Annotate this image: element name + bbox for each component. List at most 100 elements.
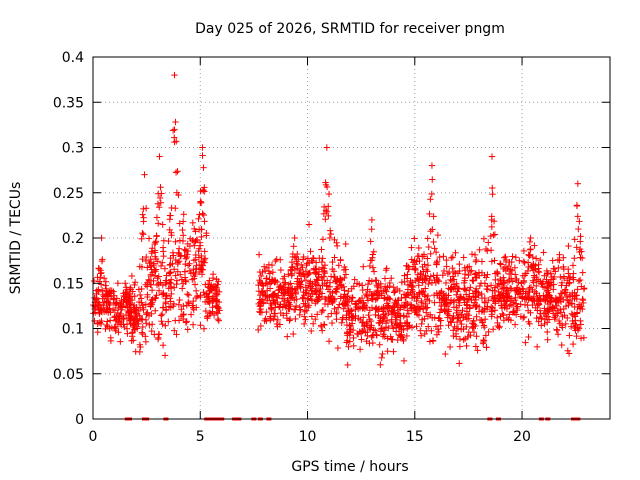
data-point: [303, 307, 310, 314]
data-point: [290, 330, 297, 338]
data-point: [354, 304, 362, 311]
data-point: [346, 338, 354, 345]
data-point: [328, 319, 336, 327]
data-point: [147, 256, 154, 263]
data-point: [296, 311, 303, 319]
data-point: [207, 285, 214, 292]
data-point: [356, 346, 364, 353]
data-point: [286, 315, 294, 323]
data-point: [138, 263, 146, 271]
data-point: [206, 277, 213, 284]
data-point: [340, 305, 347, 312]
data-point: [362, 290, 370, 298]
data-point: [367, 325, 374, 333]
data-point: [96, 310, 103, 317]
data-point: [263, 287, 271, 294]
data-point: [181, 274, 189, 281]
data-point: [184, 326, 191, 333]
y-tick-label: 0.05: [53, 367, 84, 383]
data-point: [415, 282, 422, 289]
data-point: [173, 189, 181, 196]
data-point: [341, 291, 348, 298]
data-point: [280, 300, 288, 308]
data-point: [139, 229, 146, 237]
data-point: [293, 295, 300, 303]
data-point: [178, 285, 186, 292]
data-point: [431, 245, 438, 252]
data-point: [311, 269, 319, 276]
data-point: [364, 297, 372, 304]
data-point: [449, 264, 456, 272]
data-point: [155, 220, 162, 227]
data-point: [292, 302, 300, 310]
data-point: [171, 134, 178, 141]
data-point: [167, 269, 174, 277]
data-point: [456, 260, 463, 268]
data-point: [171, 126, 178, 133]
data-point: [190, 304, 197, 311]
data-point: [182, 319, 190, 326]
data-point: [270, 290, 278, 298]
data-point: [152, 238, 160, 245]
data-point: [421, 293, 429, 300]
data-point: [304, 282, 312, 289]
data-point: [294, 275, 301, 282]
data-point: [325, 203, 332, 210]
data-point: [444, 270, 452, 277]
data-point: [151, 240, 158, 248]
data-point: [143, 283, 151, 290]
data-point: [197, 198, 204, 205]
data-point: [277, 266, 285, 274]
data-point: [489, 191, 496, 198]
data-point: [483, 344, 490, 351]
data-point: [376, 341, 383, 348]
data-point: [345, 287, 352, 295]
data-point: [357, 316, 364, 323]
data-point: [189, 321, 197, 328]
data-point: [187, 270, 195, 277]
data-point: [370, 291, 378, 298]
data-point: [403, 275, 411, 282]
data-point: [408, 244, 415, 251]
data-point: [465, 271, 472, 279]
data-point: [140, 205, 147, 213]
data-point: [199, 187, 207, 194]
y-tick-label: 0.15: [53, 276, 84, 292]
data-point: [121, 293, 129, 300]
data-point: [159, 320, 166, 328]
data-point: [285, 305, 292, 313]
data-point: [369, 254, 376, 261]
data-point: [129, 288, 136, 295]
data-point: [436, 309, 444, 316]
data-point: [196, 239, 204, 246]
data-point: [258, 297, 265, 305]
data-point: [139, 211, 146, 218]
data-point: [172, 317, 179, 324]
data-point: [206, 299, 213, 307]
y-tick-label: 0.35: [53, 95, 84, 111]
data-point: [492, 276, 499, 284]
data-point: [334, 275, 341, 283]
data-point: [340, 266, 348, 274]
data-point: [448, 254, 455, 262]
data-point: [195, 247, 202, 255]
data-point: [135, 298, 143, 306]
data-point: [303, 261, 310, 269]
data-point: [143, 253, 150, 261]
data-point: [291, 234, 298, 242]
data-point: [300, 288, 307, 296]
data-point: [184, 262, 192, 269]
data-point: [417, 269, 424, 277]
data-point: [434, 276, 441, 283]
data-point: [153, 292, 160, 299]
data-point: [434, 292, 441, 299]
data-point: [99, 287, 106, 294]
data-point: [106, 317, 114, 324]
data-point: [390, 284, 397, 291]
data-point: [185, 291, 192, 299]
data-point: [184, 247, 192, 255]
data-point: [359, 282, 366, 289]
chart-title: Day 025 of 2026, SRMTID for receiver png…: [195, 21, 505, 37]
data-point: [155, 330, 162, 338]
data-point: [333, 242, 341, 250]
